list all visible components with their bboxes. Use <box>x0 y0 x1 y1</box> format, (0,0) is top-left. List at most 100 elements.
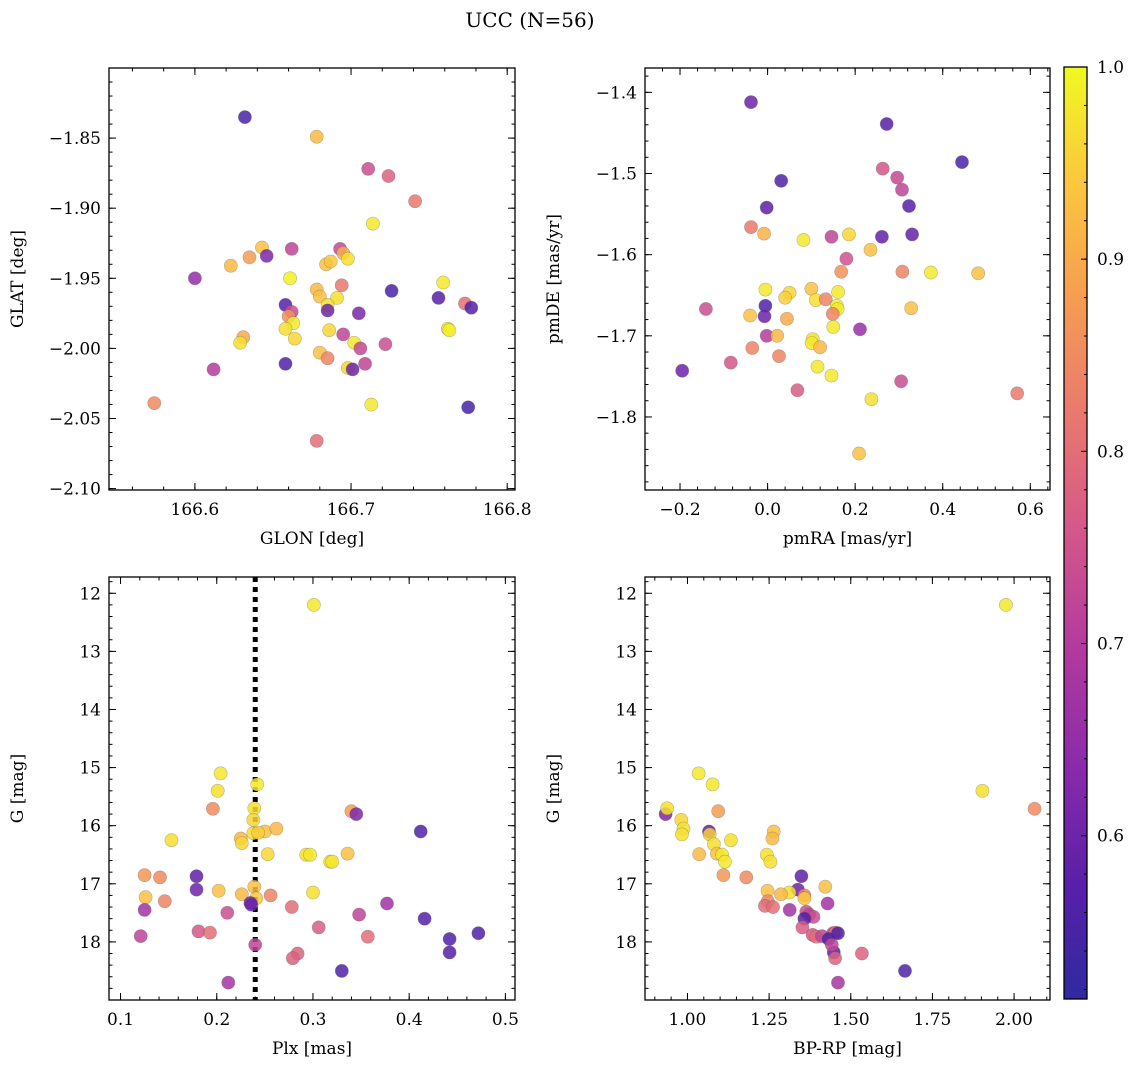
data-point <box>189 869 204 884</box>
data-point <box>853 322 867 337</box>
data-point <box>330 290 344 305</box>
data-point <box>237 110 252 124</box>
data-point <box>757 226 771 241</box>
data-point <box>1010 386 1025 401</box>
data-point <box>133 929 148 943</box>
data-point <box>699 302 713 316</box>
data-point <box>774 887 788 902</box>
y-tick-label: 17 <box>79 875 101 895</box>
data-point <box>259 248 274 263</box>
data-point <box>758 282 773 297</box>
data-point <box>323 254 338 269</box>
x-tick-label: 0.0 <box>754 500 781 520</box>
data-point <box>203 925 217 940</box>
x-axis-label: pmRA [mas/yr] <box>783 529 912 549</box>
y-tick-label: −1.90 <box>49 199 101 219</box>
data-point <box>999 598 1013 612</box>
data-point <box>287 331 302 346</box>
x-tick-label: 0.6 <box>1017 500 1044 520</box>
data-point <box>380 896 394 911</box>
data-point <box>924 265 938 280</box>
data-point <box>902 199 916 213</box>
data-point <box>839 251 854 266</box>
data-point <box>233 335 248 350</box>
data-point <box>221 975 236 990</box>
data-point <box>796 233 811 247</box>
data-point <box>320 303 335 318</box>
y-axis-label: G [mag] <box>544 754 564 823</box>
data-point <box>147 396 162 410</box>
y-tick-label: −1.95 <box>49 269 101 289</box>
data-point <box>285 951 300 966</box>
data-point <box>137 903 152 917</box>
data-point <box>187 271 202 286</box>
panel-plx-g: 0.1 0.2 0.3 0.4 0.5 12 13 14 15 16 17 18 Plx [mas] G … <box>8 576 519 1059</box>
colorbar-tick-label: 0.6 <box>1097 827 1124 847</box>
data-point <box>795 920 810 935</box>
data-point <box>320 351 335 366</box>
data-point <box>284 900 299 914</box>
data-point <box>794 869 809 884</box>
panel-bprp-g: 1.00 1.25 1.50 1.75 2.00 12 13 14 15 16 17 18 BP-RP … <box>544 576 1051 1059</box>
data-point <box>431 290 446 305</box>
data-point <box>471 926 486 941</box>
x-tick-label: 166.8 <box>483 500 532 520</box>
data-point <box>364 397 379 412</box>
data-point <box>413 824 428 839</box>
colorbar-gradient <box>1063 66 1088 1000</box>
data-point <box>442 323 457 338</box>
data-point <box>260 847 275 862</box>
y-tick-label: 17 <box>615 875 637 895</box>
data-point <box>340 846 355 861</box>
data-point <box>189 882 204 897</box>
data-point <box>831 285 845 299</box>
data-point <box>442 945 457 960</box>
data-point <box>263 888 278 903</box>
data-point <box>242 250 257 265</box>
y-tick-label: 16 <box>79 817 101 837</box>
x-axis-label: Plx [mas] <box>272 1039 352 1059</box>
data-point <box>894 374 908 389</box>
data-point <box>191 924 206 939</box>
y-axis-label: G [mag] <box>8 754 28 823</box>
y-tick-label: −2.00 <box>49 339 101 359</box>
colorbar-tick-label: 0.9 <box>1097 250 1124 270</box>
data-point <box>842 227 856 242</box>
data-point <box>220 905 235 920</box>
data-point <box>322 323 337 338</box>
data-point <box>797 891 812 906</box>
data-point <box>340 251 355 266</box>
axes-frame <box>108 576 516 1001</box>
data-point <box>311 920 326 935</box>
data-point <box>303 847 317 862</box>
data-point <box>353 341 368 356</box>
data-point <box>855 946 869 961</box>
data-point <box>283 271 297 286</box>
data-point <box>864 392 879 406</box>
x-tick-label: 0.1 <box>107 1010 134 1030</box>
data-point <box>692 847 707 862</box>
data-point <box>345 362 360 377</box>
y-axis-label: GLAT [deg] <box>8 230 28 328</box>
data-point <box>251 825 265 840</box>
data-point <box>744 220 758 234</box>
y-tick-label: 18 <box>615 933 637 953</box>
data-point <box>309 129 324 144</box>
data-point <box>309 433 324 448</box>
data-point <box>820 896 835 911</box>
data-point <box>691 766 706 781</box>
data-point <box>675 827 689 842</box>
x-tick-label: 1.75 <box>913 1010 951 1030</box>
data-point <box>312 289 327 304</box>
x-tick-label: 166.7 <box>327 500 376 520</box>
y-tick-label: 12 <box>79 584 101 604</box>
data-point <box>157 894 172 909</box>
x-tick-label: 0.3 <box>299 1010 326 1030</box>
data-point <box>247 801 262 816</box>
y-tick-label: −2.10 <box>49 480 101 500</box>
data-point <box>790 383 805 398</box>
y-tick-label: 12 <box>615 584 637 604</box>
data-point <box>250 777 265 792</box>
data-point <box>818 292 833 307</box>
